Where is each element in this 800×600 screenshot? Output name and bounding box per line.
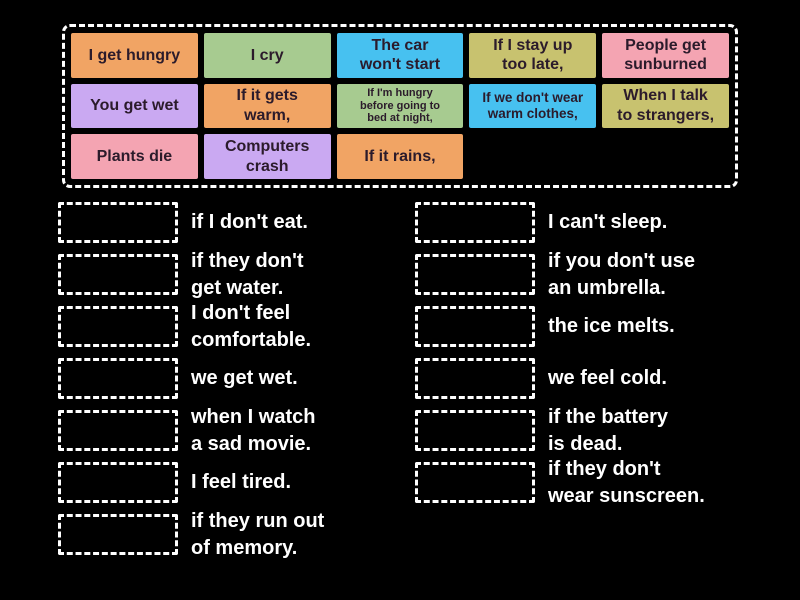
drop-zone[interactable]	[58, 358, 178, 399]
word-tile[interactable]: Computers crash	[203, 134, 331, 179]
match-row: we get wet.	[58, 358, 324, 399]
match-row: I feel tired.	[58, 462, 324, 503]
word-tile[interactable]: Plants die	[71, 134, 198, 179]
answer-text: I feel tired.	[191, 471, 292, 493]
drop-zone[interactable]	[415, 462, 535, 503]
word-tile[interactable]: If it gets warm,	[203, 83, 331, 129]
word-tile[interactable]: If I'm hungry before going to bed at nig…	[336, 83, 464, 129]
drop-zone[interactable]	[58, 202, 178, 243]
drop-zone[interactable]	[58, 514, 178, 555]
match-row: if they don't get water.	[58, 250, 324, 299]
match-row: I can't sleep.	[415, 202, 705, 243]
tile-bank: I get hungry I cry The car won't start I…	[62, 24, 738, 188]
match-row: if you don't use an umbrella.	[415, 250, 705, 299]
match-row: the ice melts.	[415, 306, 705, 347]
match-row: when I watch a sad movie.	[58, 406, 324, 455]
word-tile[interactable]: You get wet	[71, 83, 198, 129]
answer-text: when I watch a sad movie.	[191, 405, 316, 455]
answer-text: we get wet.	[191, 367, 298, 389]
drop-zone[interactable]	[415, 306, 535, 347]
answer-text: the ice melts.	[548, 315, 675, 337]
answer-text: if they don't get water.	[191, 249, 304, 299]
drop-zone[interactable]	[415, 202, 535, 243]
drop-zone[interactable]	[415, 254, 535, 295]
drop-zone[interactable]	[58, 462, 178, 503]
drop-zone[interactable]	[58, 306, 178, 347]
match-row: we feel cold.	[415, 358, 705, 399]
answer-text: we feel cold.	[548, 367, 667, 389]
word-tile[interactable]: When I talk to strangers,	[602, 83, 729, 129]
match-row: if the battery is dead.	[415, 406, 705, 455]
match-column-right: I can't sleep. if you don't use an umbre…	[415, 202, 705, 514]
answer-text: if they run out of memory.	[191, 509, 325, 559]
drop-zone[interactable]	[415, 410, 535, 451]
answer-text: if I don't eat.	[191, 211, 308, 233]
match-row: if I don't eat.	[58, 202, 324, 243]
word-tile[interactable]: If we don't wear warm clothes,	[469, 83, 597, 129]
word-tile[interactable]: If it rains,	[336, 134, 464, 179]
answer-text: if you don't use an umbrella.	[548, 249, 695, 299]
answer-text: if they don't wear sunscreen.	[548, 457, 705, 507]
word-tile[interactable]: I cry	[203, 33, 331, 78]
match-row: I don't feel comfortable.	[58, 302, 324, 351]
word-tile[interactable]: I get hungry	[71, 33, 198, 78]
answer-text: if the battery is dead.	[548, 405, 669, 455]
word-tile[interactable]: If I stay up too late,	[469, 33, 597, 78]
answer-text: I don't feel comfortable.	[191, 301, 312, 351]
match-row: if they run out of memory.	[58, 510, 324, 559]
match-row: if they don't wear sunscreen.	[415, 458, 705, 507]
word-tile[interactable]: The car won't start	[336, 33, 464, 78]
match-column-left: if I don't eat. if they don't get water.…	[58, 202, 324, 566]
word-tile[interactable]: People get sunburned	[602, 33, 729, 78]
answer-text: I can't sleep.	[548, 211, 668, 233]
drop-zone[interactable]	[415, 358, 535, 399]
drop-zone[interactable]	[58, 254, 178, 295]
drop-zone[interactable]	[58, 410, 178, 451]
